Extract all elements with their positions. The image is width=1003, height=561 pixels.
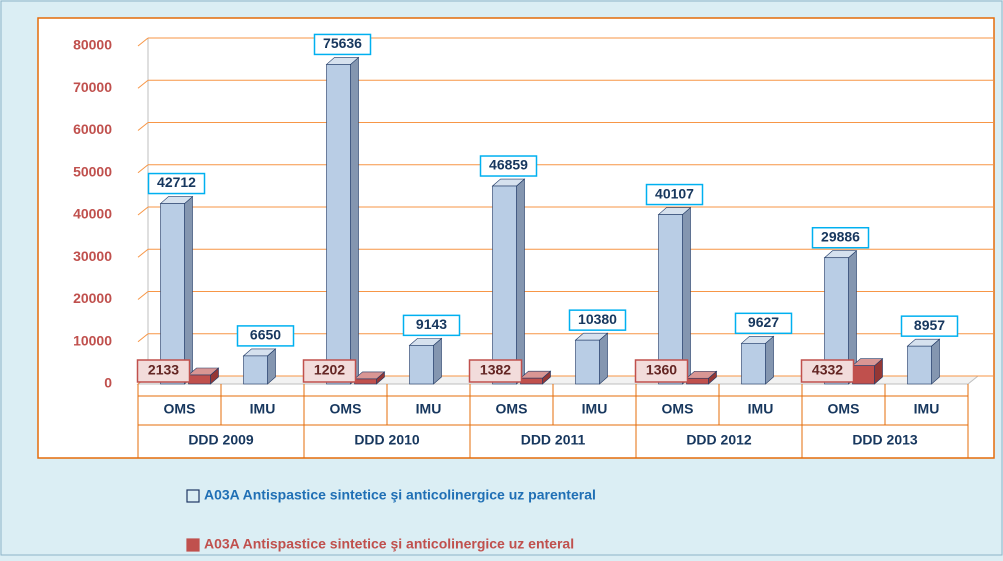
bar (243, 355, 268, 385)
bar (686, 377, 709, 385)
grid-line-side (137, 206, 149, 216)
legend-label: A03A Antispastice sintetice şi anticolin… (204, 536, 574, 552)
y-tick-label: 20000 (73, 290, 112, 306)
grid-line-side (137, 248, 149, 258)
y-tick-label: 0 (104, 375, 112, 391)
group-label: DDD 2013 (852, 432, 918, 448)
value-label: 1382 (480, 362, 511, 378)
bar (907, 345, 932, 385)
value-label-box (313, 33, 372, 56)
bar-side (765, 335, 774, 385)
value-label: 40107 (655, 185, 694, 201)
group-label: DDD 2010 (354, 432, 420, 448)
value-label-box (634, 359, 689, 383)
bar (492, 185, 517, 385)
value-label: 4332 (812, 362, 843, 378)
grid-line-side (137, 291, 149, 300)
y-tick-label: 80000 (73, 37, 112, 53)
bar (160, 203, 185, 385)
bar-side (516, 178, 525, 385)
value-label: 2133 (148, 362, 179, 378)
x-tick-label: IMU (416, 401, 442, 417)
value-label: 9143 (416, 316, 447, 332)
group-label: DDD 2011 (521, 432, 586, 448)
bar-side (433, 337, 442, 385)
x-tick-label: OMS (496, 401, 528, 417)
bar (520, 377, 543, 385)
y-tick-label: 40000 (73, 206, 112, 222)
y-tick-label: 70000 (73, 79, 112, 95)
legend-swatch (186, 538, 200, 552)
value-label-box (236, 325, 295, 347)
value-label-box (900, 315, 959, 337)
x-tick-label: OMS (662, 401, 694, 417)
x-tick-label: OMS (330, 401, 362, 417)
x-tick-label: IMU (582, 401, 608, 417)
bar (354, 378, 377, 385)
group-label: DDD 2012 (686, 432, 752, 448)
value-label-box (479, 155, 538, 177)
value-label: 10380 (578, 311, 617, 327)
grid-line-side (137, 333, 149, 343)
value-label: 1360 (646, 362, 677, 378)
x-tick-label: IMU (914, 401, 940, 417)
x-tick-label: IMU (748, 401, 774, 417)
value-label: 8957 (914, 317, 945, 333)
bar (741, 343, 766, 385)
legend-swatch (186, 489, 200, 503)
y-tick-label: 50000 (73, 163, 112, 179)
bar-side (184, 195, 193, 385)
bar (409, 345, 434, 385)
value-label: 75636 (323, 35, 362, 51)
grid-line-side (137, 164, 149, 174)
grid-line-side (137, 79, 149, 89)
value-label: 6650 (250, 327, 281, 343)
value-label-box (136, 359, 191, 383)
bar-side (599, 332, 608, 385)
x-tick-label: OMS (164, 401, 196, 417)
y-tick-label: 30000 (73, 248, 112, 264)
value-label: 42712 (157, 174, 196, 190)
grid-line-side (137, 37, 149, 47)
value-label-box (468, 359, 523, 383)
legend-label: A03A Antispastice sintetice şi anticolin… (204, 487, 596, 503)
x-tick-label: OMS (828, 401, 860, 417)
value-label-box (800, 359, 855, 383)
value-label: 1202 (314, 362, 345, 378)
bar (575, 339, 600, 385)
bar-side (682, 206, 691, 385)
value-label: 46859 (489, 157, 528, 173)
value-label-box (147, 172, 206, 195)
group-label: DDD 2009 (188, 432, 254, 448)
bar (188, 374, 211, 385)
bar (326, 64, 351, 385)
grid-line-side (137, 122, 149, 131)
value-label-box (811, 226, 870, 249)
y-tick-label: 60000 (73, 121, 112, 137)
value-label: 9627 (748, 314, 779, 330)
bar-side (350, 56, 359, 385)
bar (852, 365, 875, 385)
y-tick-label: 10000 (73, 332, 112, 348)
value-label-box (302, 359, 357, 383)
value-label-box (402, 314, 461, 337)
value-label-box (734, 312, 793, 335)
x-tick-label: IMU (250, 401, 276, 417)
bar-side (931, 338, 940, 385)
value-label-box (568, 309, 627, 331)
value-label: 29886 (821, 228, 860, 244)
value-label-box (645, 183, 704, 206)
bar (658, 214, 683, 385)
